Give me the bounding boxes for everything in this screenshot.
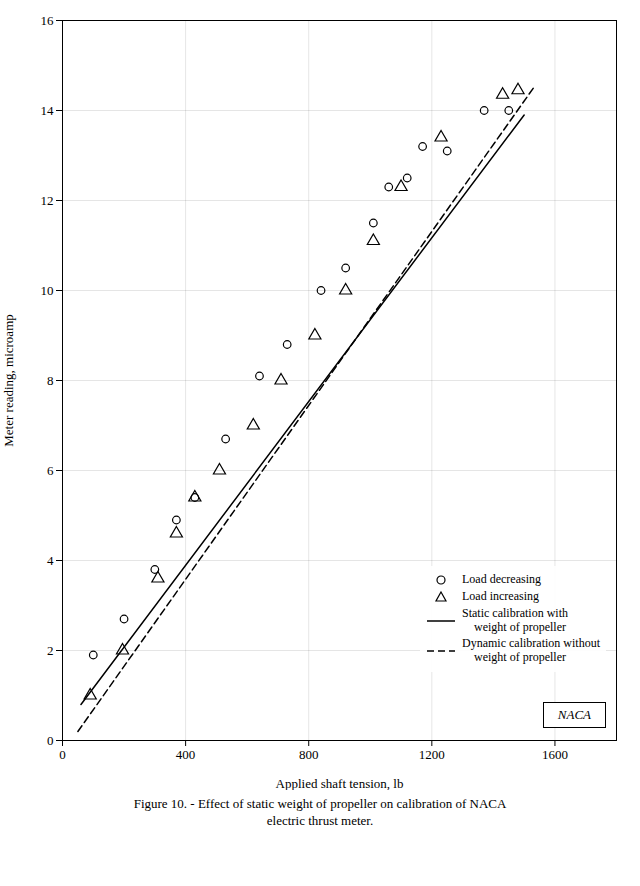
svg-text:12: 12 <box>41 193 54 208</box>
svg-text:Applied shaft tension, lb: Applied shaft tension, lb <box>276 776 404 791</box>
svg-text:14: 14 <box>41 103 55 118</box>
html-text:Figure 10. - Effect of static: Figure 10. - Effect of static weight of … <box>133 796 507 828</box>
svg-text:0: 0 <box>47 733 54 748</box>
html-text:Load decreasing: Load decreasing <box>462 571 541 586</box>
svg-text:10: 10 <box>41 283 54 298</box>
html-text:NACA: NACA <box>557 707 591 722</box>
html-text:Load increasing: Load increasing <box>462 588 539 603</box>
svg-text:2: 2 <box>47 643 54 658</box>
svg-text:6: 6 <box>47 463 54 478</box>
svg-text:1200: 1200 <box>419 747 445 762</box>
svg-text:1600: 1600 <box>542 747 568 762</box>
svg-text:800: 800 <box>299 747 319 762</box>
svg-text:400: 400 <box>176 747 196 762</box>
svg-text:8: 8 <box>47 373 54 388</box>
svg-text:0: 0 <box>59 747 66 762</box>
html-text:Static calibration with weight: Static calibration with weight of propel… <box>462 605 568 634</box>
svg-text:16: 16 <box>41 13 55 28</box>
svg-text:Meter reading, microamp: Meter reading, microamp <box>1 314 16 446</box>
html-text:Dynamic calibration without we: Dynamic calibration without weight of pr… <box>462 636 600 665</box>
svg-text:4: 4 <box>47 553 54 568</box>
